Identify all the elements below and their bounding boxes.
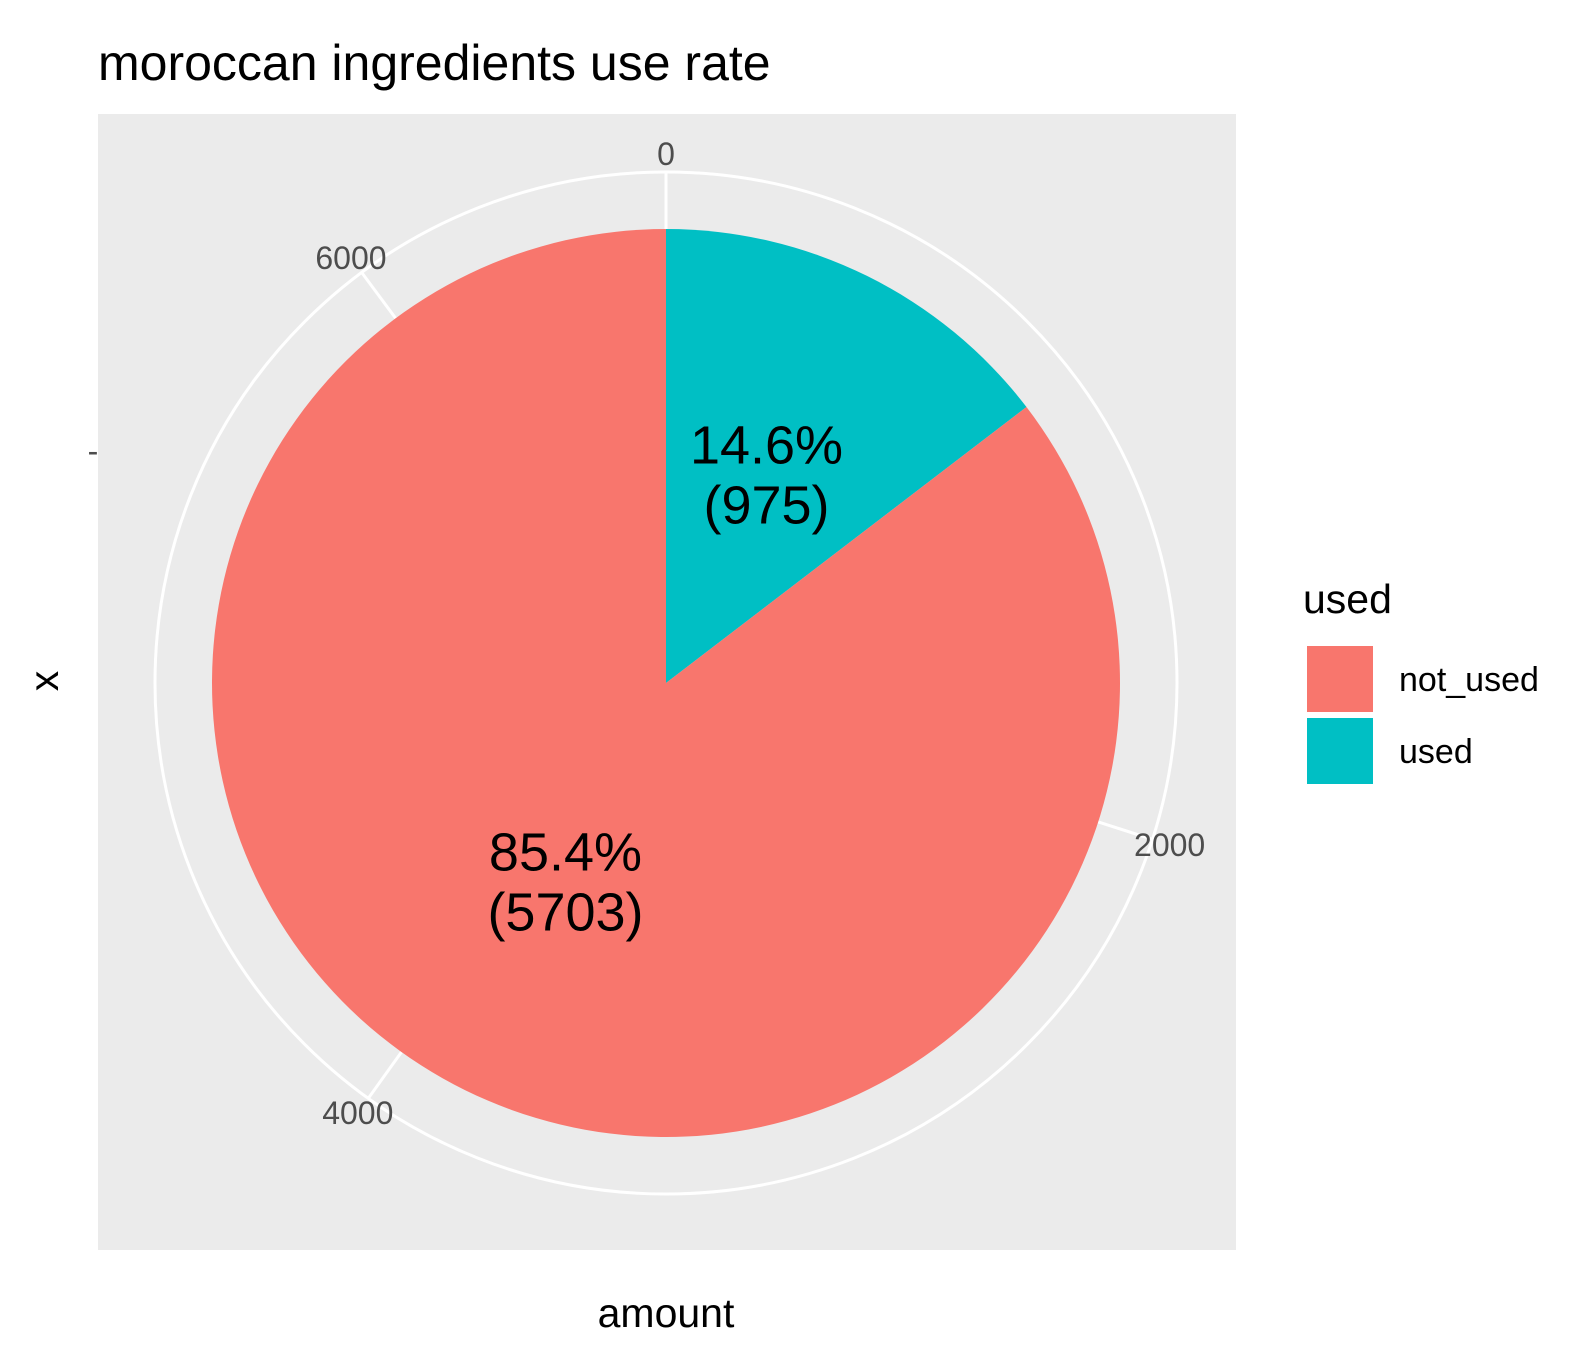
slice-label-not-used: 85.4% (5703) — [487, 823, 643, 943]
pie-slices — [211, 229, 1120, 1137]
radial-grid-line-3 — [360, 271, 397, 320]
legend-label-not-used: not_used — [1399, 661, 1539, 699]
radial-grid-line-1 — [1097, 820, 1153, 841]
slice-label-value: (975) — [703, 475, 829, 535]
legend-key-used — [1307, 718, 1373, 784]
pie-slice-used — [666, 229, 1027, 683]
chart-title: moroccan ingredients use rate — [98, 35, 771, 91]
slice-label-value: (5703) — [487, 883, 643, 943]
legend-key-not-used — [1307, 646, 1373, 712]
pie-slice-not-used — [211, 229, 1120, 1137]
slice-label-used: 14.6% (975) — [690, 415, 843, 535]
legend-title: used — [1303, 576, 1392, 622]
y-tick-label: - — [88, 433, 99, 469]
y-axis-title: x — [21, 670, 67, 691]
slice-label-percent: 85.4% — [489, 823, 642, 883]
slice-label-percent: 14.6% — [690, 415, 843, 475]
radial-tick-label-0: 0 — [657, 136, 675, 172]
radial-tick-label-2: 4000 — [322, 1095, 393, 1131]
x-axis-title: amount — [598, 1290, 735, 1336]
slice-labels: 14.6% (975) 85.4% (5703) — [487, 415, 843, 942]
radial-tick-label-1: 2000 — [1134, 827, 1205, 863]
legend-label-used: used — [1399, 733, 1473, 771]
radial-tick-labels: 0 2000 4000 6000 — [315, 136, 1205, 1131]
radial-tick-label-3: 6000 — [315, 240, 386, 276]
radial-grid-line-2 — [367, 1051, 403, 1100]
